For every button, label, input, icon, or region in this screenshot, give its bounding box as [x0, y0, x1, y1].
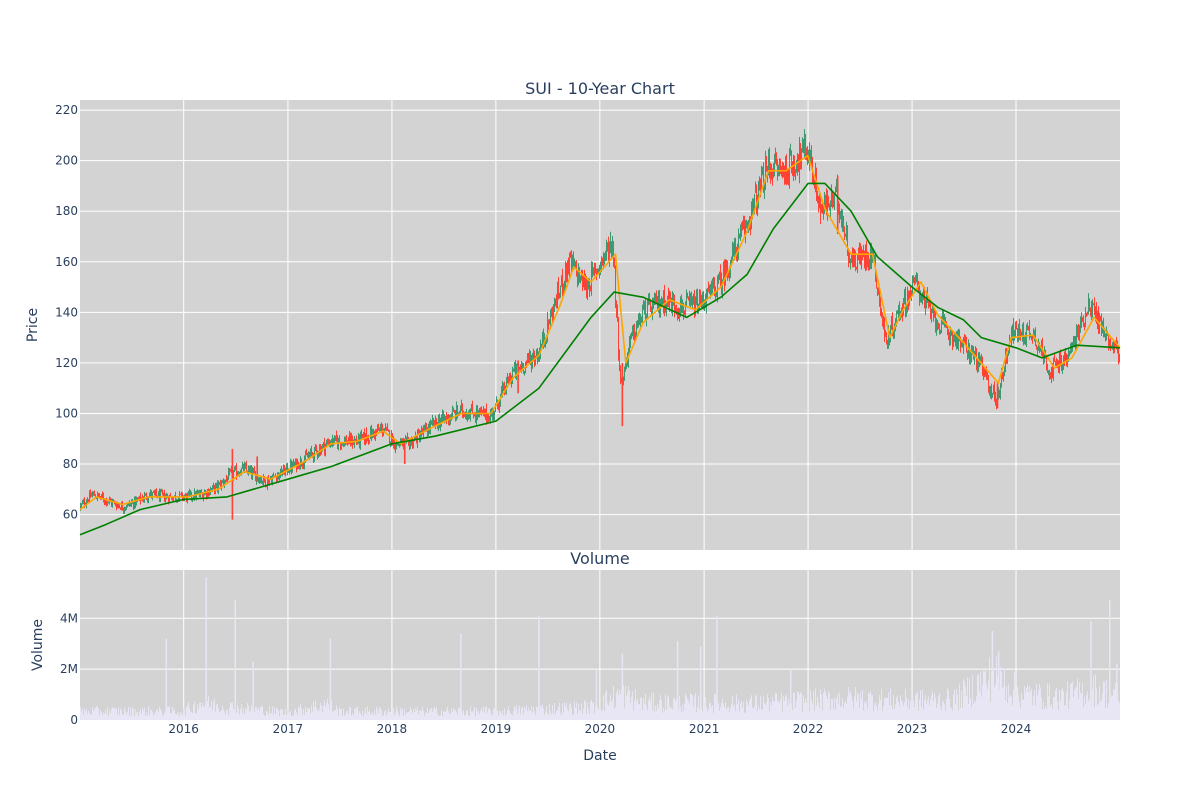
price-y-tick-label: 140: [55, 305, 78, 319]
price-y-tick-label: 180: [55, 204, 78, 218]
price-y-tick-label: 160: [55, 255, 78, 269]
date-x-axis-label: Date: [583, 748, 616, 764]
volume-y-ticks: 0 2M 4M: [60, 611, 78, 727]
volume-y-tick-label: 0: [70, 713, 78, 727]
date-x-tick-label: 2019: [481, 722, 512, 736]
price-chart-title: SUI - 10-Year Chart: [525, 79, 675, 98]
date-x-tick-label: 2017: [273, 722, 304, 736]
date-x-tick-label: 2018: [377, 722, 408, 736]
price-y-tick-label: 80: [63, 457, 78, 471]
short-moving-average-line: [79, 154, 1121, 511]
price-grid: [80, 100, 1120, 550]
price-y-tick-label: 60: [63, 508, 78, 522]
price-y-tick-label: 120: [55, 356, 78, 370]
price-y-ticks: 60 80 100 120 140 160 180 200 220: [55, 103, 78, 521]
price-moving-averages: [79, 154, 1121, 536]
date-x-tick-label: 2021: [689, 722, 720, 736]
date-x-tick-label: 2016: [168, 722, 199, 736]
volume-chart-title: Volume: [570, 549, 630, 568]
price-y-tick-label: 100: [55, 406, 78, 420]
date-x-tick-label: 2023: [897, 722, 928, 736]
long-moving-average-line: [79, 182, 1121, 536]
price-y-tick-label: 220: [55, 103, 78, 117]
date-x-tick-label: 2022: [793, 722, 824, 736]
date-x-tick-label: 2020: [585, 722, 616, 736]
volume-y-tick-label: 2M: [60, 662, 78, 676]
price-y-axis-label: Price: [25, 308, 41, 342]
date-x-tick-label: 2024: [1001, 722, 1032, 736]
volume-y-axis-label: Volume: [30, 619, 46, 671]
volume-bars: [80, 577, 1120, 720]
volume-y-tick-label: 4M: [60, 611, 78, 625]
date-x-ticks: 2016 2017 2018 2019 2020 2021 2022 2023 2024: [168, 722, 1031, 736]
price-y-tick-label: 200: [55, 154, 78, 168]
